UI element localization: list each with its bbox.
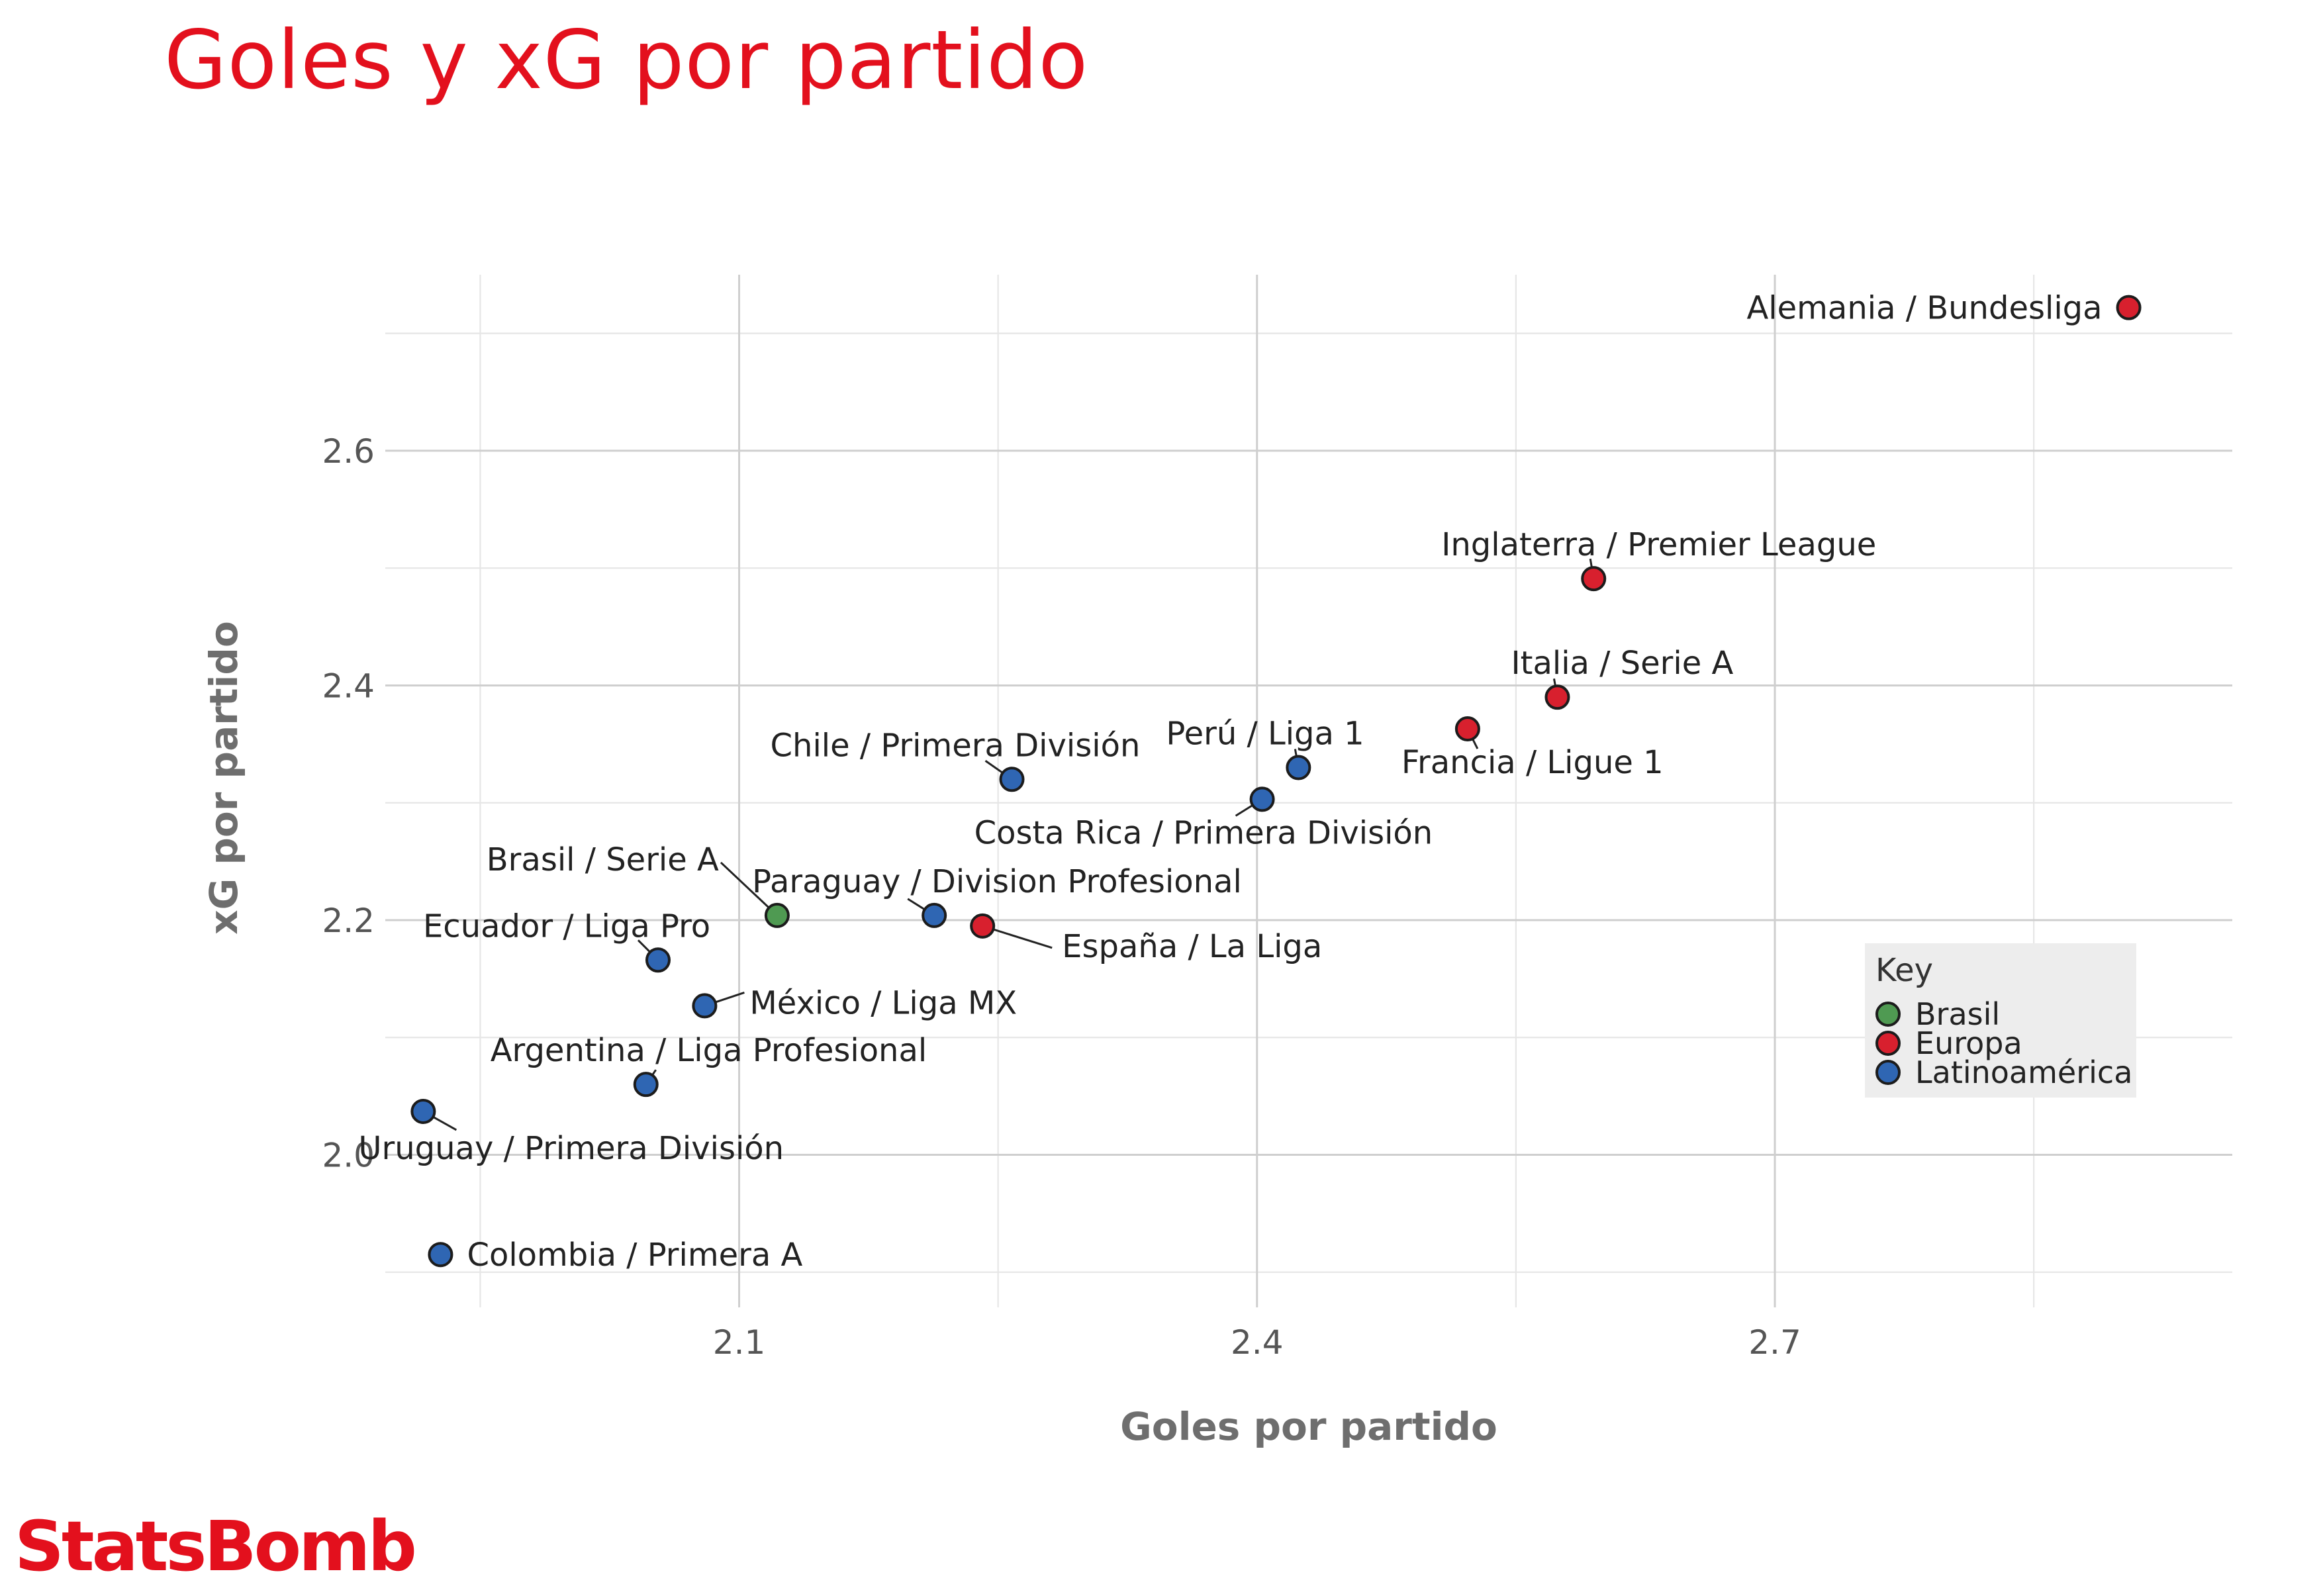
legend-swatch [1875, 1031, 1901, 1056]
point-label: Alemania / Bundesliga [1746, 290, 2102, 327]
y-tick-label: 2.4 [322, 667, 375, 705]
x-tick-label: 2.1 [713, 1323, 766, 1362]
point-label: Italia / Serie A [1511, 645, 1733, 682]
data-point [970, 913, 996, 939]
leader-line [720, 861, 778, 917]
y-tick-label: 2.0 [322, 1137, 375, 1175]
point-label: Argentina / Liga Profesional [491, 1032, 927, 1069]
axes: 2.1 2.4 2.7 2.0 2.2 2.4 2.6 Goles por partido xG… [201, 432, 1801, 1449]
data-point [764, 902, 790, 928]
data-point [1544, 684, 1570, 710]
data-point [645, 947, 671, 973]
point-label: México / Liga MX [749, 984, 1017, 1021]
legend-swatch [1875, 1060, 1901, 1085]
y-axis-title: xG por partido [201, 621, 246, 935]
point-label: Costa Rica / Primera División [974, 814, 1433, 851]
legend-label: Europa [1915, 1025, 2022, 1061]
legend-swatch [1875, 1002, 1901, 1027]
data-point [922, 902, 947, 928]
legend-title: Key [1875, 952, 1933, 989]
legend-label: Latinoamérica [1915, 1055, 2132, 1090]
x-tick-label: 2.7 [1748, 1323, 1801, 1362]
data-point [1454, 716, 1480, 742]
point-label: España / La Liga [1062, 928, 1322, 965]
data-point [2116, 295, 2142, 320]
point-label: Colombia / Primera A [467, 1237, 802, 1274]
point-label: Ecuador / Liga Pro [423, 908, 710, 945]
data-point [1581, 566, 1607, 592]
point-label: Francia / Ligue 1 [1401, 744, 1664, 781]
point-label: Perú / Liga 1 [1166, 716, 1364, 753]
y-tick-label: 2.2 [322, 902, 375, 940]
data-point [692, 993, 718, 1019]
point-label: Paraguay / Division Profesional [752, 863, 1242, 900]
x-tick-label: 2.4 [1231, 1323, 1284, 1362]
y-tick-label: 2.6 [322, 432, 375, 471]
statsbomb-logo: StatsBomb [15, 1506, 417, 1587]
x-axis-title: Goles por partido [1120, 1404, 1497, 1449]
legend-background [1865, 943, 2136, 1098]
point-label: Chile / Primera División [771, 727, 1141, 764]
chart-title: Goles y xG por partido [164, 13, 1089, 107]
data-point [1286, 755, 1311, 780]
data-points [410, 295, 2142, 1268]
data-point [1249, 786, 1275, 812]
data-point [410, 1098, 436, 1124]
data-point [999, 767, 1025, 792]
point-label: Inglaterra / Premier League [1441, 526, 1876, 563]
point-labels: Alemania / Bundesliga Inglaterra / Premie… [358, 290, 2102, 1274]
legend-label: Brasil [1915, 996, 2000, 1032]
data-point [428, 1242, 453, 1268]
data-point [633, 1072, 659, 1098]
point-label: Uruguay / Primera División [358, 1130, 784, 1167]
point-label: Brasil / Serie A [487, 841, 719, 878]
